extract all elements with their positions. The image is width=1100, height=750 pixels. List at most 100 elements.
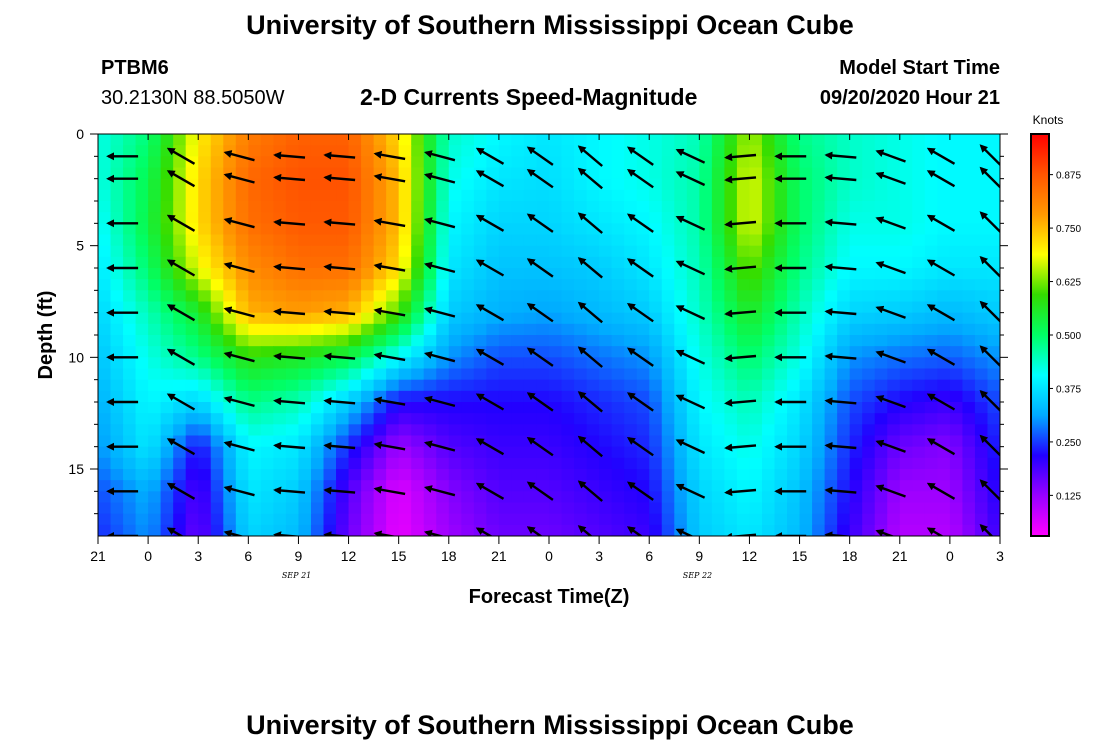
heat-cell: [210, 435, 224, 448]
heat-cell: [749, 156, 763, 169]
current-arrow: [926, 527, 944, 536]
heat-cell: [173, 234, 187, 247]
heat-cell: [336, 301, 350, 314]
heat-cell: [223, 469, 237, 481]
heat-cell: [549, 167, 563, 180]
heat-cell: [899, 480, 913, 492]
heat-cell: [649, 446, 663, 459]
heat-cell: [260, 368, 274, 381]
heat-cell: [448, 323, 462, 336]
heat-cell: [436, 335, 450, 347]
heat-cell: [423, 189, 437, 202]
heat-cell: [135, 212, 149, 224]
heat-cell: [210, 491, 224, 504]
heat-cell: [761, 201, 776, 213]
heat-cell: [486, 368, 500, 381]
heat-cell: [223, 178, 237, 191]
heat-cell: [699, 134, 713, 146]
heat-cell: [611, 390, 625, 403]
heat-cell: [235, 245, 249, 258]
current-arrow: [675, 305, 706, 321]
heat-cell: [260, 424, 274, 437]
heat-cell: [336, 223, 350, 236]
current-arrow: [875, 171, 906, 185]
heat-cell: [336, 290, 350, 303]
heat-cell: [749, 178, 763, 191]
heat-cell: [323, 469, 337, 481]
heat-cell: [736, 379, 751, 392]
heat-cell: [210, 413, 224, 425]
heat-cell: [436, 156, 450, 169]
heat-cell: [185, 134, 199, 146]
heat-cell: [536, 201, 550, 213]
heat-cell: [674, 402, 688, 414]
heat-cell: [549, 379, 563, 392]
heat-cell: [949, 245, 964, 258]
heat-cell: [874, 357, 888, 370]
current-arrow: [926, 348, 956, 366]
heat-cell: [511, 402, 525, 414]
heat-cell: [461, 469, 475, 481]
heat-cell: [611, 301, 625, 314]
heat-cell: [761, 312, 776, 325]
heat-cell: [887, 167, 901, 180]
current-arrow: [423, 351, 456, 363]
heat-cell: [285, 212, 300, 224]
heat-cell: [423, 335, 437, 347]
heat-cell: [849, 167, 863, 180]
heat-cell: [611, 167, 625, 180]
heat-cell: [674, 491, 688, 504]
heat-cell: [398, 480, 412, 492]
heat-cell: [336, 402, 350, 414]
heat-cell: [599, 469, 613, 481]
heat-cell: [160, 335, 174, 347]
heat-cell: [899, 212, 913, 224]
heat-cell: [699, 346, 713, 358]
heat-cell: [812, 469, 826, 481]
heat-cell: [849, 223, 863, 236]
heat-cell: [649, 223, 663, 236]
heat-cell: [837, 346, 851, 358]
heat-cell: [373, 469, 387, 481]
heat-cell: [611, 435, 625, 448]
heat-cell: [561, 469, 575, 481]
heat-cell: [285, 379, 300, 392]
heat-cell: [636, 301, 650, 314]
heat-cell: [686, 245, 700, 258]
heat-cell: [498, 446, 513, 459]
heat-cell: [724, 290, 738, 303]
heat-cell: [173, 368, 187, 381]
heat-cell: [761, 480, 776, 492]
heat-cell: [699, 268, 713, 280]
heat-cell: [574, 413, 588, 425]
heat-cell: [386, 234, 400, 247]
current-arrow: [526, 392, 554, 412]
heat-cell: [373, 379, 387, 392]
heat-cell: [574, 134, 588, 146]
heat-cell: [574, 502, 588, 515]
heat-cell: [661, 357, 675, 370]
heat-cell: [899, 435, 913, 448]
heat-cell: [949, 491, 964, 504]
heat-cell: [611, 201, 625, 213]
heat-cell: [235, 212, 249, 224]
heat-cell: [574, 245, 588, 258]
heat-cell: [486, 189, 500, 202]
heat-cell: [173, 134, 187, 146]
heat-cell: [148, 446, 162, 459]
heat-cell: [123, 435, 137, 448]
heat-cell: [699, 502, 713, 515]
heat-cell: [123, 402, 137, 414]
heat-cell: [849, 301, 863, 314]
heat-cell: [198, 457, 212, 470]
heat-cell: [386, 402, 400, 414]
heat-cell: [423, 223, 437, 236]
heat-cell: [260, 413, 274, 425]
heat-cell: [185, 256, 199, 269]
heat-cell: [724, 446, 738, 459]
heat-cell: [724, 312, 738, 325]
heat-cell: [636, 189, 650, 202]
heat-cell: [787, 513, 801, 526]
heat-cell: [285, 480, 300, 492]
